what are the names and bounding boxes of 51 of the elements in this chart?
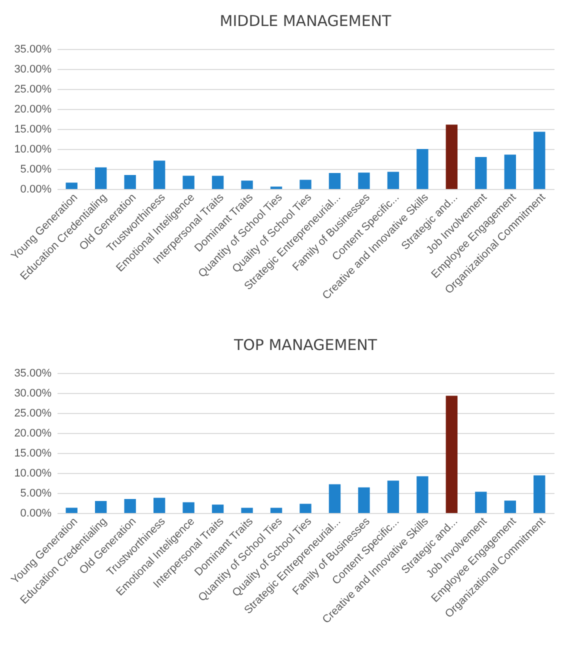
bar [124,175,136,189]
y-tick-label: 0.00% [20,184,52,196]
y-tick-label: 10.00% [14,468,52,480]
chart-title: TOP MANAGEMENT [232,336,378,354]
bar [504,500,516,513]
y-tick-label: 20.00% [14,104,52,116]
y-tick-label: 35.00% [14,44,52,56]
bar [328,173,341,189]
bar [358,487,370,513]
bar [328,484,341,513]
y-tick-label: 25.00% [14,408,52,420]
bar [387,172,400,189]
y-tick-label: 15.00% [14,124,52,136]
chart-title: MIDDLE MANAGEMENT [220,12,392,30]
bar [95,167,107,189]
y-tick-label: 35.00% [14,368,52,380]
bar [66,508,78,513]
bar [416,476,428,513]
bar [66,182,78,189]
y-tick-label: 0.00% [20,508,52,520]
bar [300,180,312,189]
bar [182,176,194,189]
bar [446,396,458,513]
y-tick-label: 5.00% [20,488,52,500]
bar [358,172,370,189]
bar [446,124,458,189]
bar [95,501,107,513]
y-tick-label: 5.00% [20,164,52,176]
y-tick-label: 25.00% [14,84,52,96]
bar [182,502,194,513]
bar [504,154,516,189]
bar [241,508,253,513]
bar [416,149,428,189]
y-tick-label: 15.00% [14,448,52,460]
y-tick-label: 30.00% [14,64,52,76]
bar [534,475,546,513]
y-tick-label: 20.00% [14,428,52,440]
bar [534,132,546,189]
bar [300,504,312,513]
y-tick-label: 10.00% [14,144,52,156]
bar [153,498,166,513]
y-tick-label: 30.00% [14,388,52,400]
bar [124,499,136,513]
bar [153,160,166,189]
bar [270,508,282,513]
bar [387,480,400,513]
bar [475,492,487,513]
bar [212,504,224,513]
bar [212,176,224,189]
bar [241,180,253,189]
bar [475,157,487,189]
